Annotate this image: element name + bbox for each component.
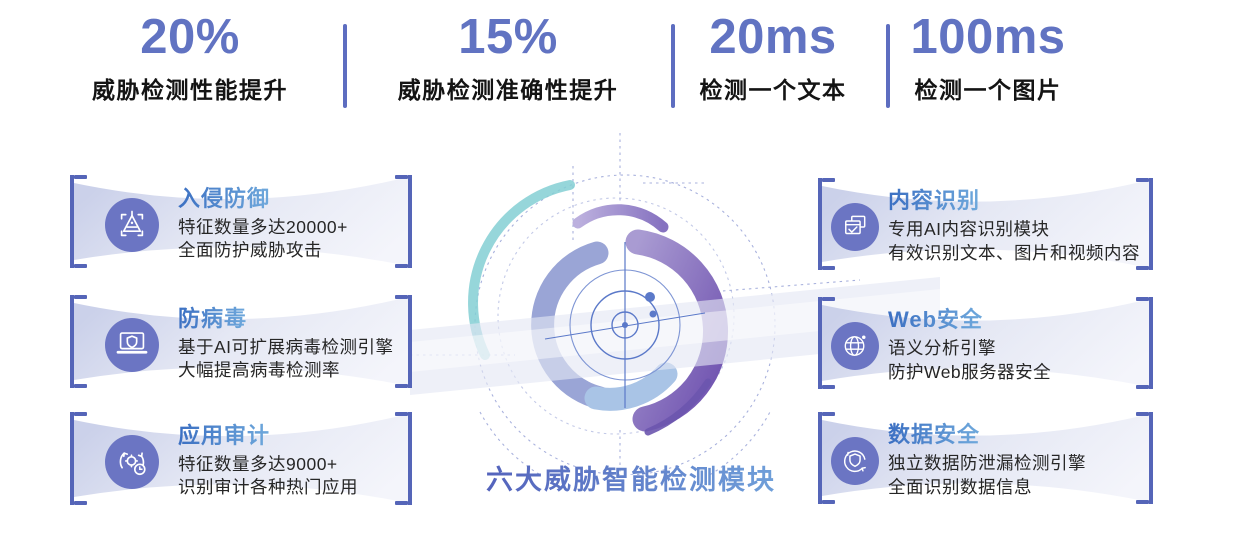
module-title: 数据安全: [888, 417, 980, 449]
content-recognition-docs-icon: [831, 203, 879, 251]
card-ribbon-background: [73, 414, 409, 503]
bracket-left: [818, 178, 838, 270]
stat-divider: [671, 24, 675, 108]
module-line: 全面识别数据信息: [888, 476, 1032, 497]
bracket-right: [392, 295, 412, 388]
bracket-left: [818, 297, 838, 389]
data-security-shield-cycle-icon: [831, 437, 879, 485]
card-text: 入侵防御 特征数量多达20000+ 全面防护威胁攻击: [178, 181, 394, 263]
module-title: 防病毒: [178, 301, 247, 333]
bracket-left: [70, 175, 90, 268]
module-card-app-audit: 应用审计 特征数量多达9000+ 识别审计各种热门应用: [70, 412, 412, 505]
stat-accuracy: 15% 威胁检测准确性提升: [397, 10, 619, 105]
stat-text-latency: 20ms 检测一个文本: [699, 10, 847, 105]
bracket-left: [70, 295, 90, 388]
bracket-right: [1133, 412, 1153, 504]
stat-label: 检测一个文本: [699, 77, 847, 104]
card-text: 数据安全 独立数据防泄漏检测引擎 全面识别数据信息: [888, 417, 1145, 499]
module-line: 基于AI可扩展病毒检测引擎: [178, 336, 394, 357]
module-line: 独立数据防泄漏检测引擎: [888, 453, 1086, 473]
card-ribbon-background: [821, 414, 1150, 502]
bracket-left: [818, 412, 838, 504]
center-caption: 六大威胁智能检测模块: [486, 458, 776, 497]
stat-label: 检测一个图片: [914, 77, 1062, 104]
card-ribbon-background: [73, 297, 409, 386]
card-text: Web安全 语义分析引擎 防护Web服务器安全: [888, 302, 1145, 384]
stat-value: 20%: [140, 10, 240, 64]
bracket-left: [70, 412, 90, 505]
intrusion-prevention-scope-icon: [105, 197, 159, 252]
antivirus-laptop-shield-icon: [105, 317, 159, 372]
stat-divider: [343, 24, 347, 108]
bracket-right: [1133, 297, 1153, 389]
module-title: 内容识别: [888, 183, 980, 215]
radar-swirl-illustration: [410, 133, 940, 475]
module-title: Web安全: [888, 302, 983, 334]
bracket-right: [392, 412, 412, 505]
card-ribbon-background: [73, 177, 409, 266]
stat-label: 威胁检测准确性提升: [397, 77, 619, 104]
stat-value: 15%: [458, 10, 558, 64]
module-line: 特征数量多达9000+: [178, 453, 338, 474]
stat-performance: 20% 威胁检测性能提升: [92, 10, 288, 105]
module-card-antivirus: 防病毒 基于AI可扩展病毒检测引擎 大幅提高病毒检测率: [70, 295, 412, 388]
module-card-data-security: 数据安全 独立数据防泄漏检测引擎 全面识别数据信息: [818, 412, 1153, 504]
card-text: 应用审计 特征数量多达9000+ 识别审计各种热门应用: [178, 418, 394, 500]
stat-value: 20ms: [709, 10, 837, 64]
module-card-web-security: Web安全 语义分析引擎 防护Web服务器安全: [818, 297, 1153, 389]
diagonal-band: [410, 277, 940, 395]
module-line: 专用AI内容识别模块: [888, 219, 1050, 239]
card-text: 内容识别 专用AI内容识别模块 有效识别文本、图片和视频内容: [888, 183, 1145, 265]
module-line: 有效识别文本、图片和视频内容: [888, 242, 1140, 263]
module-title: 应用审计: [178, 418, 270, 450]
module-title: 入侵防御: [178, 181, 270, 213]
stat-label: 威胁检测性能提升: [92, 77, 288, 104]
module-line: 大幅提高病毒检测率: [178, 360, 340, 380]
app-audit-cycle-gear-icon: [105, 434, 159, 489]
module-card-intrusion-prevention: 入侵防御 特征数量多达20000+ 全面防护威胁攻击: [70, 175, 412, 268]
bracket-right: [392, 175, 412, 268]
card-ribbon-background: [821, 299, 1150, 387]
stat-divider: [886, 24, 890, 108]
module-card-content-recognition: 内容识别 专用AI内容识别模块 有效识别文本、图片和视频内容: [818, 178, 1153, 270]
card-ribbon-background: [821, 180, 1150, 268]
module-line: 识别审计各种热门应用: [178, 477, 358, 497]
module-line: 全面防护威胁攻击: [178, 240, 322, 260]
module-line: 特征数量多达20000+: [178, 216, 348, 237]
module-line: 语义分析引擎: [888, 338, 996, 358]
bracket-right: [1133, 178, 1153, 270]
stat-image-latency: 100ms 检测一个图片: [910, 10, 1066, 105]
card-text: 防病毒 基于AI可扩展病毒检测引擎 大幅提高病毒检测率: [178, 301, 394, 383]
module-line: 防护Web服务器安全: [888, 361, 1052, 382]
stat-value: 100ms: [910, 10, 1066, 64]
web-security-globe-icon: [831, 322, 879, 370]
